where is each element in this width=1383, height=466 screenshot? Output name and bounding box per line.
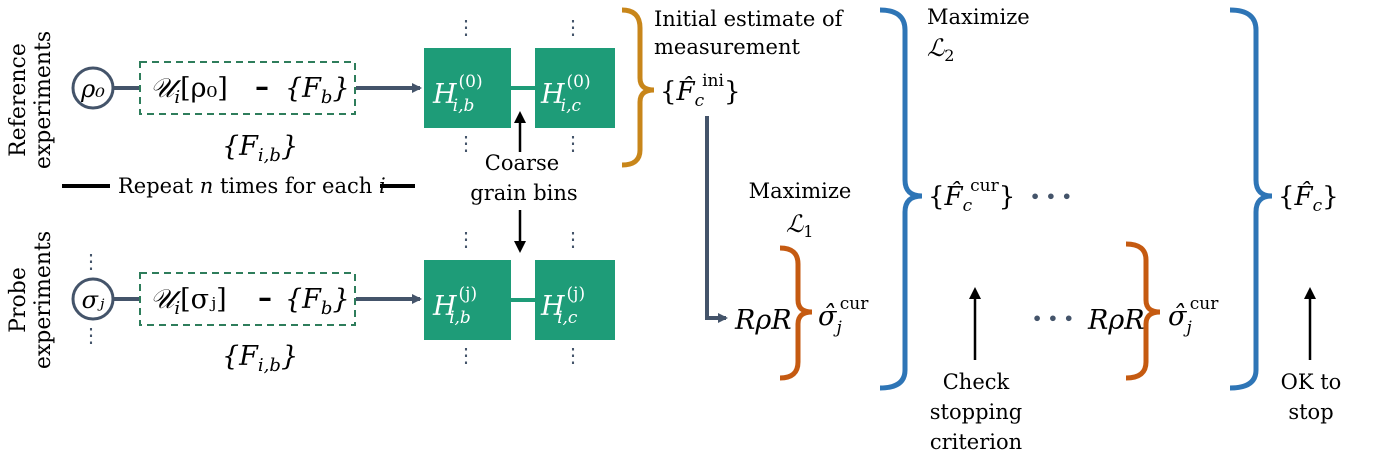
ref-hist-c-dots-top: ⋮	[563, 15, 583, 39]
probe-hist-b-dots-top: ⋮	[456, 227, 476, 251]
probe-dash: –	[258, 281, 272, 314]
maximize-L2-symbol: ℒ2	[927, 34, 954, 65]
probe-histogram-b-label: H (j) i,b	[432, 284, 477, 328]
probe-Fib-set: {Fi,b}	[222, 341, 298, 376]
reference-row-label: Reference experiments	[6, 31, 56, 169]
probe-dots-top: ⋮	[81, 249, 101, 273]
second-rust-brace	[1125, 241, 1161, 381]
L2-blue-brace	[879, 7, 923, 391]
L1-rust-brace	[779, 245, 813, 381]
check-line3: criterion	[930, 430, 1022, 454]
outer-blue-brace	[1229, 7, 1273, 391]
ref-histogram-c-label: H (0) i,c	[540, 72, 591, 116]
probe-label-line2: experiments	[31, 231, 56, 369]
ref-hist-b-dots-bottom: ⋮	[456, 131, 476, 155]
sigma-cur-first: σ̂jcur	[818, 294, 869, 338]
sigma-state-label: σⱼ	[82, 286, 105, 314]
ref-histogram-c	[535, 48, 615, 128]
RrhoR-second: RρR	[1087, 305, 1145, 336]
ok-line1: OK to	[1281, 370, 1342, 394]
dots-after-F-cur: • • •	[1030, 187, 1072, 206]
F-cur-set: {F̂ccur}	[928, 176, 1015, 216]
reference-dash: –	[255, 70, 269, 103]
reference-unitary-box	[139, 61, 356, 115]
probe-histogram-c-label: H (j) i,c	[540, 284, 585, 328]
initial-estimate-line1: Initial estimate of	[654, 7, 845, 31]
F-final-set: {F̂c}	[1278, 181, 1339, 216]
maximize-L2-word: Maximize	[927, 5, 1030, 29]
probe-hist-b-dots-bottom: ⋮	[456, 343, 476, 367]
maximize-L1-symbol: ℒ1	[786, 210, 813, 241]
ref-histogram-b	[424, 48, 511, 128]
probe-hist-c-dots-top: ⋮	[563, 227, 583, 251]
probe-unitary-box	[139, 272, 356, 326]
probe-hist-c-dots-bottom: ⋮	[563, 343, 583, 367]
ok-line2: stop	[1288, 400, 1333, 424]
check-line2: stopping	[930, 400, 1022, 424]
ref-histogram-b-label: H (0) i,b	[432, 72, 483, 116]
reference-Fib-set: {Fi,b}	[222, 131, 298, 166]
probe-histogram-b	[424, 260, 511, 340]
reference-label-line1: Reference	[6, 43, 31, 157]
ref-hist-b-dots-top: ⋮	[456, 15, 476, 39]
probe-histogram-c	[535, 260, 615, 340]
dots-before-RrhoR: • • •	[1032, 309, 1074, 328]
initial-to-RrhoR-path	[705, 116, 728, 323]
initial-estimate-brace	[621, 7, 655, 168]
coarse-label-line2: grain bins	[470, 181, 577, 205]
RrhoR-first: RρR	[734, 305, 792, 336]
repeat-text: Repeat n times for each i	[118, 174, 386, 198]
sigma-cur-second: σ̂jcur	[1168, 294, 1219, 338]
probe-unitary-expr: 𝒰i[σⱼ]	[150, 284, 227, 319]
reference-Fb-set: {Fb}	[285, 73, 350, 108]
maximize-L1-word: Maximize	[749, 179, 852, 203]
ref-hist-c-dots-bottom: ⋮	[563, 131, 583, 155]
initial-estimate-line2: measurement	[654, 35, 800, 59]
check-line1: Check	[943, 370, 1010, 394]
reference-label-line2: experiments	[31, 31, 56, 169]
rho0-state-label: ρ₀	[80, 75, 105, 103]
F-ini-set: {F̂cini}	[660, 71, 741, 111]
probe-dots-bottom: ⋮	[81, 323, 101, 347]
probe-Fb-set: {Fb}	[285, 284, 350, 319]
probe-row-label: Probe experiments	[6, 231, 56, 369]
probe-label-line1: Probe	[6, 267, 31, 333]
coarse-label-line1: Coarse	[485, 151, 559, 175]
reference-unitary-expr: 𝒰i[ρ₀]	[150, 73, 228, 108]
